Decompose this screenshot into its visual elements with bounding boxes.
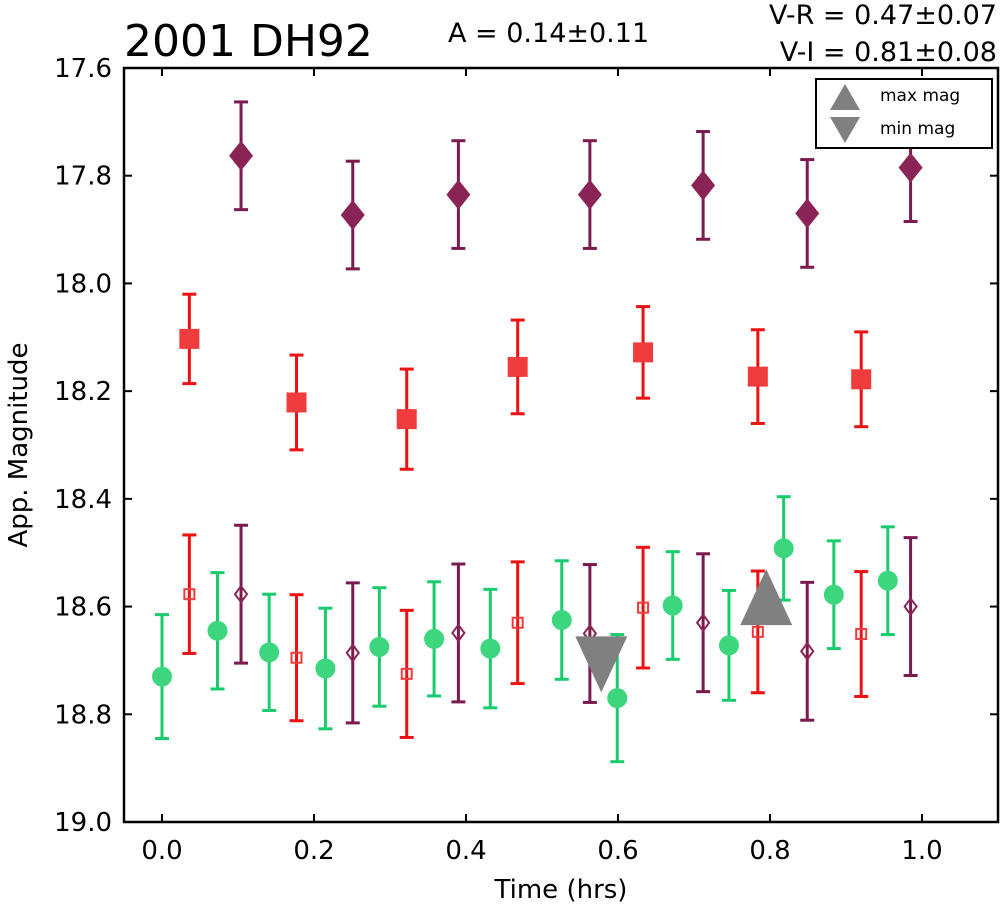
data-point [424,628,445,649]
series-1 [179,292,872,471]
y-tick-label: 18.6 [54,593,112,623]
data-point [662,595,683,616]
data-point [451,623,466,643]
x-axis-label: Time (hrs) [494,875,628,904]
y-tick-label: 17.6 [54,54,112,84]
plot-frame [122,66,1000,824]
y-tick-label: 17.8 [54,162,112,192]
y-tick-label: 18.2 [54,377,112,407]
color-index-vi: V-I = 0.81±0.08 [780,37,997,68]
data-point [290,651,303,664]
data-point [152,666,172,687]
plot-area [152,100,923,764]
data-point [577,179,602,210]
x-tick-label: 0.0 [141,836,182,866]
data-point [233,584,249,604]
triangle-up-icon [830,84,860,110]
series-3 [182,533,869,739]
y-tick-label: 18.4 [54,485,112,515]
data-point [507,356,528,377]
data-point [259,642,280,663]
axes: 0.0 0.2 0.4 0.6 0.8 1.0 17.6 17.8 18.0 18.2 18.4 18… [54,54,1000,866]
data-point [400,667,413,680]
y-tick-label: 18.0 [54,269,112,299]
data-point [795,198,820,229]
data-point [633,342,654,363]
data-point [369,636,390,657]
data-point [799,641,815,661]
data-point [179,328,200,349]
data-point [551,610,572,631]
data-point [637,601,650,614]
data-point [396,409,417,430]
legend-label-min: min mag [880,119,955,139]
y-tick-label: 18.8 [54,700,112,730]
data-point [691,170,716,201]
triangle-down-icon [830,117,860,143]
data-point [773,538,794,559]
min-mag-marker [575,636,628,693]
x-tick-label: 0.4 [445,836,486,866]
series-4 [233,523,918,725]
data-point [511,616,524,629]
max-mag-marker [740,569,793,626]
x-tick-label: 0.8 [749,836,790,866]
y-tick-label: 19.0 [54,808,112,838]
y-axis-label: App. Magnitude [4,342,34,547]
x-tick-label: 0.6 [597,836,638,866]
data-point [695,613,711,633]
data-point [823,584,844,605]
color-index-vr: V-R = 0.47±0.07 [769,0,997,31]
data-point [480,638,501,659]
data-point [877,570,898,591]
data-point [903,596,918,617]
series-0 [229,100,923,271]
data-point [340,200,365,231]
amplitude-label: A = 0.14±0.11 [448,18,649,49]
data-point [718,635,739,656]
series-2 [152,495,898,764]
data-point [751,625,764,638]
chart-title: 2001 DH92 [124,16,373,67]
data-point [747,366,768,387]
data-point [851,369,872,390]
data-point [345,643,361,663]
data-point [607,688,628,709]
data-point [229,140,254,171]
data-point [286,392,307,413]
data-point [855,628,868,641]
data-point [315,658,336,679]
legend-label-max: max mag [880,86,960,106]
data-point [898,152,923,183]
x-tick-label: 0.2 [293,836,334,866]
x-tick-label: 1.0 [901,836,942,866]
data-point [183,588,196,601]
data-point [446,179,471,210]
data-point [207,620,228,641]
legend: max mag min mag [815,78,993,149]
